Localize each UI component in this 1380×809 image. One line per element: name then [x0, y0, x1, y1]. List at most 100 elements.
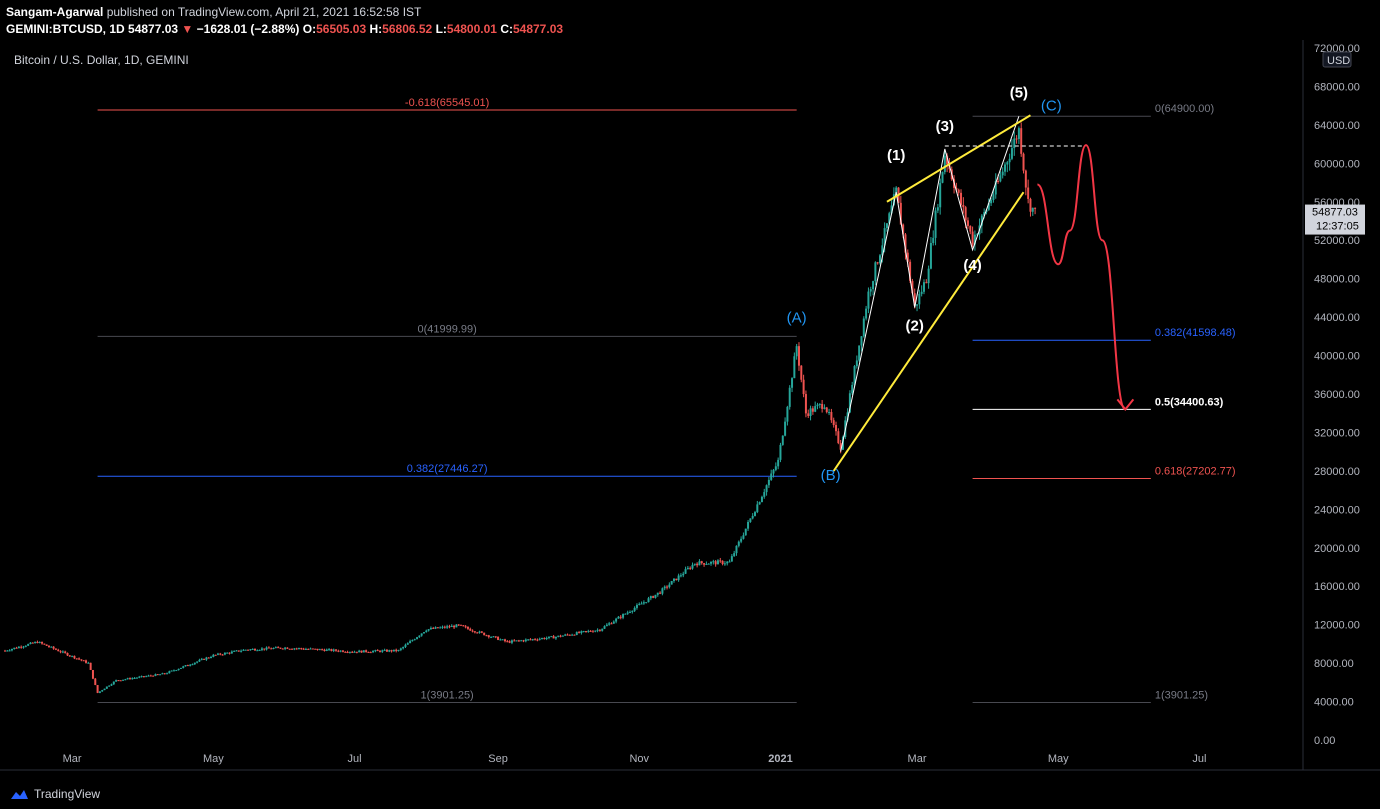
candle-body — [397, 650, 400, 652]
candle-body — [645, 602, 648, 604]
candle-body — [235, 650, 238, 652]
candle-body — [233, 650, 236, 652]
candle-body — [804, 394, 807, 414]
fib-level-label: 0.382(27446.27) — [407, 463, 488, 475]
candle-body — [839, 443, 842, 450]
candle-body — [152, 675, 155, 677]
candle-body — [490, 636, 493, 638]
candle-body — [520, 640, 523, 642]
candle-body — [210, 657, 213, 659]
candle-body — [325, 649, 328, 652]
candle-body — [964, 207, 967, 221]
candle-body — [219, 653, 222, 655]
wave-label-w2: (2) — [906, 317, 924, 334]
candle-body — [478, 631, 481, 633]
candle-body — [580, 631, 583, 633]
candle-body — [622, 614, 625, 618]
projection-arrowhead — [1116, 398, 1135, 411]
symbol-label: GEMINI:BTCUSD, 1D — [6, 22, 125, 36]
candle-body — [529, 639, 532, 641]
candle-body — [362, 650, 365, 653]
candle-body — [594, 630, 597, 632]
candle-body — [835, 425, 838, 432]
candle-body — [487, 635, 490, 638]
author-name[interactable]: Sangam-Agarwal — [6, 5, 104, 19]
candle-body — [133, 677, 136, 679]
y-tick-label: 52000.00 — [1314, 235, 1360, 247]
candle-body — [698, 561, 701, 566]
candle-body — [131, 678, 134, 680]
candle-body — [34, 641, 37, 644]
candle-body — [916, 304, 919, 306]
candle-body — [1013, 138, 1016, 149]
candle-body — [795, 346, 798, 357]
candle-body — [203, 658, 206, 660]
candle-body — [578, 632, 581, 634]
candle-body — [934, 210, 937, 238]
candle-body — [524, 639, 527, 642]
candle-body — [867, 291, 870, 309]
candle-body — [626, 612, 629, 614]
candle-body — [96, 685, 99, 693]
candle-body — [612, 621, 615, 624]
candle-body — [448, 626, 451, 628]
candle-body — [186, 665, 189, 667]
candle-body — [71, 655, 74, 657]
candle-body — [575, 632, 578, 635]
candle-body — [429, 627, 432, 630]
candle-body — [666, 586, 669, 588]
candle-body — [640, 603, 643, 605]
candle-body — [1006, 162, 1009, 165]
candle-body — [987, 203, 990, 210]
candle-body — [619, 616, 622, 618]
candle-body — [277, 647, 280, 649]
candle-body — [744, 528, 747, 536]
candle-body — [196, 661, 199, 663]
candle-body — [721, 560, 724, 564]
currency-badge-label: USD — [1327, 55, 1350, 67]
close-value: 54877.03 — [512, 22, 564, 36]
candle-body — [635, 604, 638, 608]
candle-body — [191, 664, 194, 666]
candle-body — [497, 636, 500, 640]
candle-body — [272, 647, 275, 649]
fib-level-label: 0.382(41598.48) — [1155, 327, 1236, 339]
candle-body — [807, 413, 810, 416]
candle-body — [73, 655, 76, 659]
candle-body — [895, 187, 898, 195]
candle-body — [969, 225, 972, 232]
candle-body — [726, 561, 729, 564]
candle-body — [240, 650, 243, 652]
candle-body — [200, 658, 203, 660]
price-chart[interactable]: Bitcoin / U.S. Dollar, 1D, GEMINI 72000.… — [0, 40, 1380, 780]
candle-body — [193, 662, 196, 665]
y-tick-label: 44000.00 — [1314, 312, 1360, 324]
candle-body — [189, 664, 192, 666]
candle-body — [476, 632, 479, 634]
y-tick-label: 20000.00 — [1314, 543, 1360, 555]
candle-body — [494, 636, 497, 638]
candle-body — [214, 654, 217, 656]
candle-body — [172, 670, 175, 672]
time-axis[interactable]: Mar May Jul Sep Nov 2021 Mar May Jul — [63, 753, 1207, 765]
candle-body — [8, 650, 11, 652]
candle-body — [138, 676, 141, 678]
candle-body — [291, 648, 294, 650]
high-value: 56806.52 — [382, 22, 433, 36]
candle-body — [1031, 207, 1034, 212]
candle-body — [237, 650, 240, 652]
price-axis[interactable]: 72000.0068000.0064000.0060000.0056000.00… — [1314, 43, 1360, 747]
candle-body — [112, 681, 115, 685]
candle-body — [68, 655, 71, 657]
candle-body — [591, 631, 594, 633]
y-tick-label: 12000.00 — [1314, 620, 1360, 632]
candle-body — [515, 640, 518, 642]
candle-body — [293, 648, 296, 650]
candle-body — [904, 234, 907, 253]
tradingview-logo[interactable]: TradingView — [8, 783, 128, 805]
candle-body — [890, 205, 893, 214]
candle-body — [501, 639, 504, 641]
x-tick-label: Sep — [488, 753, 508, 765]
chart-header: Sangam-Agarwal published on TradingView.… — [0, 0, 1380, 40]
y-tick-label: 36000.00 — [1314, 389, 1360, 401]
